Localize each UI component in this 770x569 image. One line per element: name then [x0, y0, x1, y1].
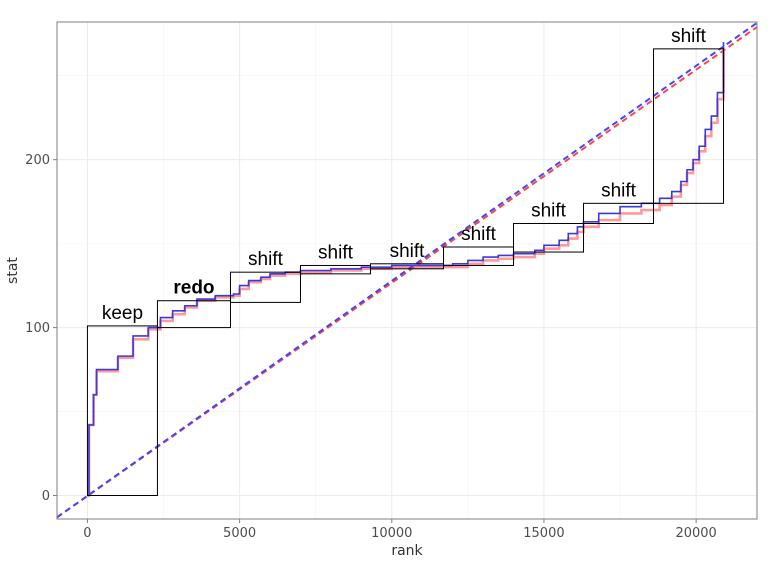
step-line-1 [87, 42, 725, 497]
step-line-0 [87, 50, 725, 497]
plot-layer [56, 21, 758, 520]
y-tick-label: 200 [25, 153, 50, 168]
x-tick-label: 0 [83, 526, 91, 541]
annotation-box [369, 263, 445, 270]
x-tick-label: 5000 [223, 526, 256, 541]
x-axis-title: rank [391, 543, 423, 559]
annotation-box [513, 222, 585, 253]
x-tick-label: 10000 [371, 526, 412, 541]
annotation-label: keep [102, 303, 143, 324]
y-tick-label: 0 [42, 489, 50, 504]
annotation-label: shift [461, 224, 497, 245]
annotation-box [299, 264, 371, 275]
annotation-box [229, 271, 301, 303]
annotation-box [156, 300, 231, 329]
y-axis-title: stat [5, 257, 21, 284]
axis-layer: 0 5000 10000 15000 20000 0 100 200 [25, 153, 717, 541]
plot-panel [57, 22, 757, 519]
panel-border [56, 21, 758, 520]
annotation-box [86, 325, 158, 496]
annotation-label: shift [248, 249, 284, 270]
annotation-label: shift [531, 200, 567, 221]
annotation-box [443, 246, 515, 266]
x-tick-label: 15000 [523, 526, 564, 541]
annotation-label: shift [601, 180, 637, 201]
annotation-layer: keep redo shift shift shift shift shift shift sh… [86, 26, 725, 496]
reference-line-3 [57, 22, 757, 519]
annotation-box [653, 48, 725, 204]
y-tick-label: 100 [25, 321, 50, 336]
annotation-label: shift [671, 26, 707, 47]
annotation-label: shift [318, 242, 354, 263]
annotation-box [583, 202, 655, 224]
annotation-label: shift [390, 241, 426, 262]
annotation-label: redo [173, 278, 214, 299]
x-tick-label: 20000 [675, 526, 716, 541]
